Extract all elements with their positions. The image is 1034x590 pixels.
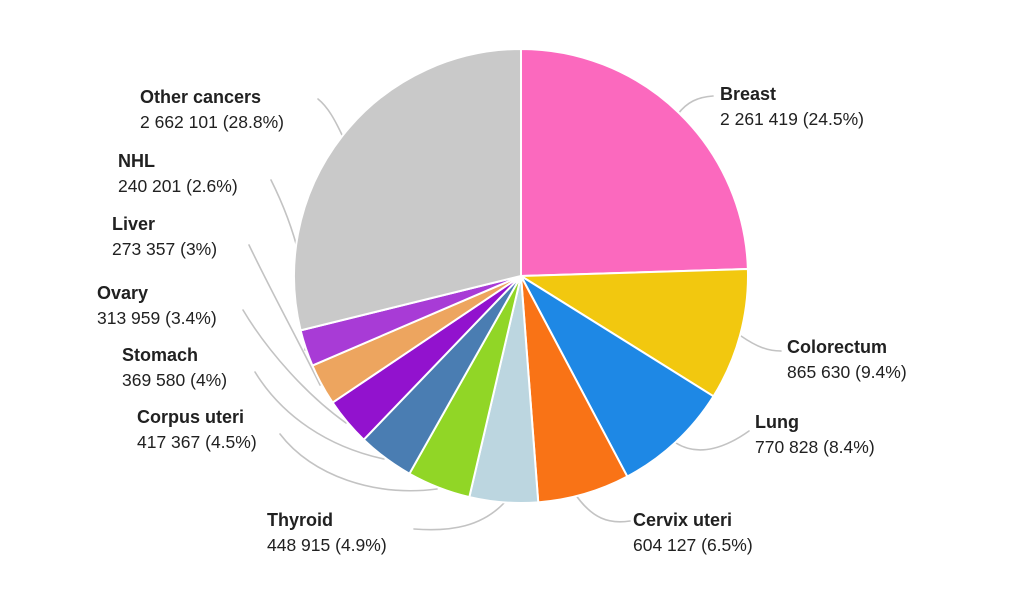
leader-stomach xyxy=(254,371,385,460)
label-ovary-value: 313 959 (3.4%) xyxy=(97,308,217,328)
leader-cervix-uteri xyxy=(572,490,631,523)
label-ovary-name: Ovary xyxy=(97,283,149,303)
label-thyroid-value: 448 915 (4.9%) xyxy=(267,535,387,555)
leader-thyroid xyxy=(413,502,505,531)
label-lung: Lung 770 828 (8.4%) xyxy=(755,410,875,460)
leader-breast xyxy=(677,95,714,115)
label-corpus-uteri-name: Corpus uteri xyxy=(137,407,245,427)
label-other-cancers-value: 2 662 101 (28.8%) xyxy=(140,112,284,132)
label-liver-value: 273 357 (3%) xyxy=(112,239,218,259)
label-lung-value: 770 828 (8.4%) xyxy=(755,437,875,457)
label-stomach-value: 369 580 (4%) xyxy=(122,370,228,390)
label-nhl-value: 240 201 (2.6%) xyxy=(118,176,238,196)
leader-colorectum xyxy=(740,335,782,352)
label-other-cancers-name: Other cancers xyxy=(140,87,262,107)
leader-corpus-uteri xyxy=(279,433,438,492)
label-breast-value: 2 261 419 (24.5%) xyxy=(720,109,864,129)
label-thyroid-name: Thyroid xyxy=(267,510,333,530)
leader-lines xyxy=(242,95,782,531)
label-cervix-uteri-name: Cervix uteri xyxy=(633,510,733,530)
pie-slice-other-cancers[interactable] xyxy=(293,48,522,332)
label-thyroid: Thyroid 448 915 (4.9%) xyxy=(267,508,387,558)
label-other-cancers: Other cancers 2 662 101 (28.8%) xyxy=(140,85,284,135)
leader-ovary xyxy=(242,309,347,424)
leader-other-cancers xyxy=(317,98,344,138)
label-colorectum: Colorectum 865 630 (9.4%) xyxy=(787,335,907,385)
leader-lung xyxy=(675,430,750,451)
label-ovary: Ovary 313 959 (3.4%) xyxy=(97,281,217,331)
label-liver-name: Liver xyxy=(112,214,156,234)
label-cervix-uteri: Cervix uteri 604 127 (6.5%) xyxy=(633,508,753,558)
leader-liver xyxy=(248,244,321,386)
pie-slice-colorectum[interactable] xyxy=(520,267,749,398)
label-nhl: NHL 240 201 (2.6%) xyxy=(118,149,238,199)
label-cervix-uteri-value: 604 127 (6.5%) xyxy=(633,535,753,555)
label-stomach: Stomach 369 580 (4%) xyxy=(122,343,227,393)
label-corpus-uteri: Corpus uteri 417 367 (4.5%) xyxy=(137,405,257,455)
label-breast: Breast 2 261 419 (24.5%) xyxy=(720,82,864,132)
label-nhl-name: NHL xyxy=(118,151,155,171)
label-lung-name: Lung xyxy=(755,412,799,432)
pie-slice-lung[interactable] xyxy=(520,275,715,478)
label-stomach-name: Stomach xyxy=(122,345,199,365)
label-breast-name: Breast xyxy=(720,84,777,104)
label-liver: Liver 273 357 (3%) xyxy=(112,212,217,262)
label-colorectum-value: 865 630 (9.4%) xyxy=(787,362,907,382)
label-colorectum-name: Colorectum xyxy=(787,337,888,357)
pie-slice-breast[interactable] xyxy=(520,48,749,277)
pie xyxy=(293,48,749,504)
label-corpus-uteri-value: 417 367 (4.5%) xyxy=(137,432,257,452)
